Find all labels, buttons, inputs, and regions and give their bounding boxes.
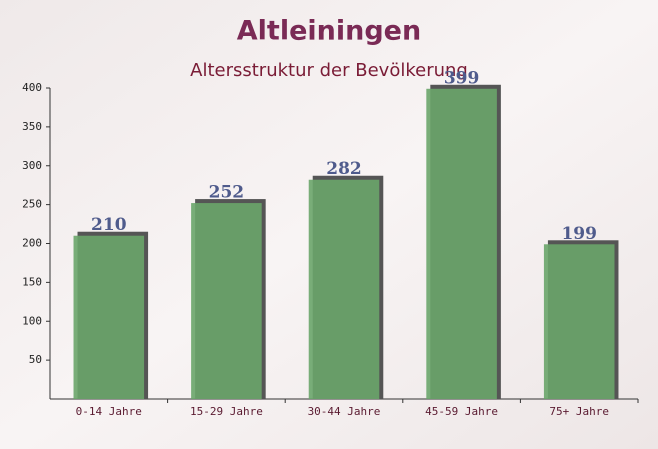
bar (543, 244, 615, 399)
x-tick-label: 30-44 Jahre (308, 405, 381, 418)
value-label: 210 (91, 215, 127, 235)
x-tick-label: 75+ Jahre (549, 405, 609, 418)
x-tick-label: 45-59 Jahre (425, 405, 498, 418)
y-tick-label: 350 (22, 120, 42, 133)
value-label: 199 (561, 224, 597, 244)
chart-title: Altleiningen (237, 16, 421, 47)
y-tick-label: 300 (22, 159, 42, 172)
x-tick-label: 0-14 Jahre (76, 405, 142, 418)
value-label: 282 (326, 159, 362, 179)
y-tick-label: 250 (22, 198, 42, 211)
value-label: 399 (444, 68, 480, 88)
y-tick-label: 100 (22, 314, 42, 327)
bar (426, 88, 497, 399)
value-label: 252 (209, 183, 245, 203)
bar (73, 235, 145, 399)
chart-subtitle: Altersstruktur der Bevölkerung (190, 60, 468, 81)
y-tick-label: 150 (22, 275, 42, 288)
bar (308, 179, 380, 399)
y-tick-label: 50 (29, 353, 42, 366)
y-tick-label: 200 (22, 237, 42, 250)
y-tick-label: 400 (22, 81, 42, 94)
bar (191, 203, 262, 399)
x-tick-label: 15-29 Jahre (190, 405, 263, 418)
